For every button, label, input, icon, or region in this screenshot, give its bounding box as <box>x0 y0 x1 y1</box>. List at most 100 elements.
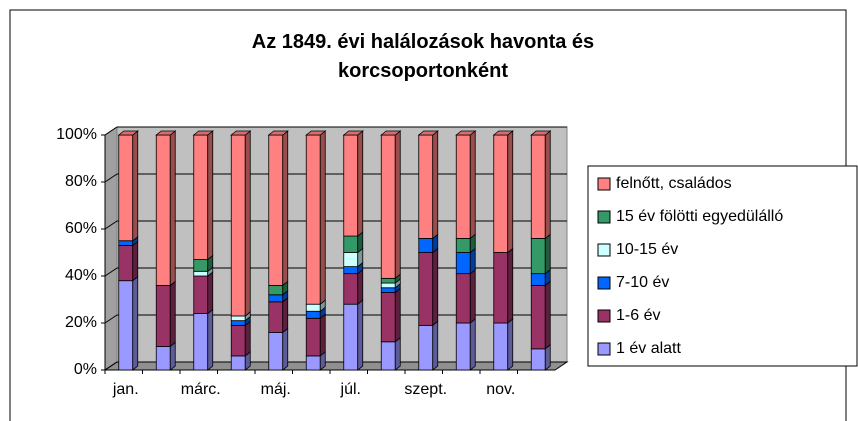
bar-side <box>132 275 139 371</box>
x-tick-label: szept. <box>404 381 447 398</box>
bar-segment <box>418 320 439 371</box>
bar-front <box>380 341 396 371</box>
bar-front <box>530 284 546 350</box>
legend-label: 7-10 év <box>616 274 669 291</box>
bar-front <box>268 284 284 296</box>
bar-segment <box>380 336 401 371</box>
bar-front <box>530 348 546 371</box>
bar-front <box>380 282 396 289</box>
bar-front <box>193 134 209 260</box>
bar-front <box>155 284 171 347</box>
bar-front <box>493 252 509 324</box>
grid-line <box>104 126 118 136</box>
bar-front <box>530 237 546 275</box>
bar-segment <box>267 130 289 287</box>
legend-swatch <box>597 243 611 257</box>
bar-side <box>169 341 176 371</box>
legend-swatch <box>597 276 611 290</box>
x-tick-label: márc. <box>181 381 221 398</box>
bar-side <box>507 247 514 324</box>
bar-segment <box>455 130 477 240</box>
bar-top <box>230 130 252 136</box>
bar-segment <box>230 130 252 317</box>
bar-front <box>193 259 209 272</box>
bar-segment <box>305 351 326 371</box>
bar-segment <box>155 130 177 287</box>
bar-side <box>432 247 439 327</box>
bar-front <box>230 315 246 322</box>
legend-label: felnőtt, családos <box>616 175 732 192</box>
y-tick-label: 40% <box>65 267 97 284</box>
bar-segment <box>343 299 364 371</box>
bar-front <box>418 134 434 239</box>
bar-front <box>155 346 171 371</box>
legend-box <box>587 165 858 367</box>
legend-swatch <box>597 177 611 191</box>
bar-side <box>357 130 364 237</box>
bar-side <box>469 318 476 371</box>
bar-segment <box>192 130 214 261</box>
bar-front <box>305 355 321 371</box>
bar-front <box>380 292 396 343</box>
bar-front <box>230 355 246 371</box>
bar-segment <box>342 130 364 237</box>
grid-line <box>104 267 118 277</box>
bar-segment <box>230 320 251 357</box>
legend-label: 1 év alatt <box>616 340 681 357</box>
bar-front <box>530 273 546 286</box>
bar-top <box>117 130 139 136</box>
bar-front <box>118 240 134 246</box>
bar-side <box>169 130 176 287</box>
bar-side <box>394 130 401 280</box>
x-tick-label: nov. <box>486 381 515 398</box>
grid-line <box>104 220 118 230</box>
bar-front <box>305 303 321 312</box>
bar-front <box>493 322 509 371</box>
bar-top <box>267 130 289 136</box>
legend-swatch <box>597 210 611 224</box>
bar-side <box>207 130 214 261</box>
y-tick-label: 100% <box>56 126 97 143</box>
bar-segment <box>268 297 289 334</box>
bar-top <box>342 130 364 136</box>
bar-segment <box>118 275 139 371</box>
bar-side <box>357 268 364 306</box>
bar-front <box>343 303 359 371</box>
bar-segment <box>305 130 327 306</box>
bar-front <box>230 134 246 317</box>
bar-top <box>380 130 402 136</box>
bar-side <box>469 130 476 240</box>
bar-front <box>230 320 246 326</box>
bar-front <box>268 294 284 303</box>
bar-segment <box>117 130 139 242</box>
bar-side <box>132 240 139 282</box>
grid-line <box>104 361 118 371</box>
bar-segment <box>530 130 552 240</box>
y-tick-label: 0% <box>74 361 97 378</box>
bar-side <box>319 130 326 306</box>
bar-front <box>343 252 359 268</box>
bar-segment <box>455 247 476 275</box>
bar-top <box>305 130 327 136</box>
bar-front <box>343 273 359 305</box>
bar-side <box>244 130 251 317</box>
side-wall <box>104 126 118 371</box>
legend-swatch <box>597 342 611 356</box>
bar-front <box>118 245 134 282</box>
bar-front <box>268 134 284 286</box>
bar-side <box>544 233 551 275</box>
bar-top <box>530 130 552 136</box>
bar-front <box>343 266 359 275</box>
bar-side <box>169 280 176 348</box>
bar-side <box>432 320 439 371</box>
bar-segment <box>343 268 364 306</box>
chart-title: Az 1849. évi halálozások havonta és korc… <box>251 31 595 82</box>
x-tick-label: júl. <box>340 381 361 398</box>
bar-segment <box>380 287 401 343</box>
bar-front <box>268 331 284 371</box>
bar-front <box>418 324 434 371</box>
bar-side <box>357 299 364 371</box>
bar-segment <box>230 311 251 322</box>
